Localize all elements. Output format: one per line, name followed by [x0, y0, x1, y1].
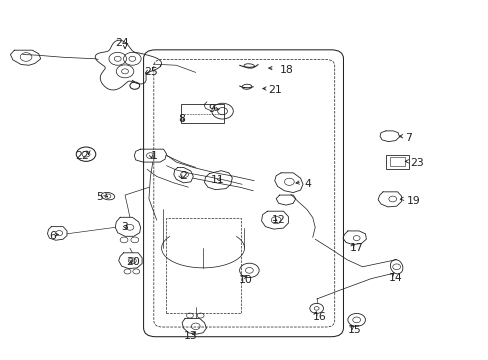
Text: 11: 11 [210, 175, 224, 185]
Text: 10: 10 [238, 275, 252, 285]
Text: 3: 3 [122, 222, 128, 232]
Text: 5: 5 [96, 192, 102, 202]
Bar [165, 219, 241, 314]
Text: 15: 15 [347, 325, 361, 335]
Text: 6: 6 [49, 231, 56, 240]
Text: 14: 14 [387, 273, 401, 283]
Text: 22: 22 [75, 150, 88, 161]
Text: 8: 8 [178, 114, 185, 124]
Text: 19: 19 [406, 196, 419, 206]
Text: 17: 17 [348, 243, 363, 253]
Bar [181, 104, 224, 123]
Text: 9: 9 [207, 104, 214, 114]
Bar [385, 155, 408, 168]
Text: 20: 20 [126, 257, 140, 267]
Text: 24: 24 [115, 38, 129, 48]
Text: 18: 18 [279, 64, 293, 75]
Text: 7: 7 [405, 133, 411, 143]
Text: 13: 13 [183, 331, 197, 341]
Text: 25: 25 [144, 67, 158, 77]
Text: 16: 16 [312, 312, 326, 322]
Text: 12: 12 [271, 215, 285, 225]
Text: 2: 2 [180, 171, 186, 181]
Text: 21: 21 [267, 85, 281, 95]
Text: 1: 1 [151, 150, 158, 161]
Text: 23: 23 [409, 158, 423, 168]
Bar [389, 157, 405, 166]
Text: 4: 4 [304, 179, 310, 189]
